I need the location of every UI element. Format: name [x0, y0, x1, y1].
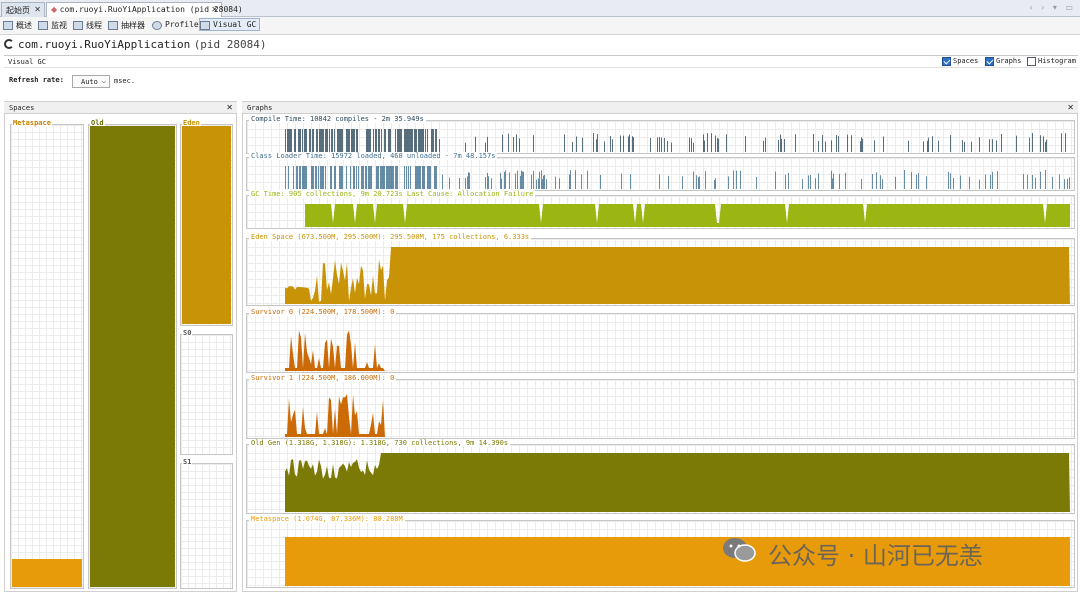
space-metaspace: Metaspace — [10, 119, 84, 589]
spaces-panel-header: Spaces ✕ — [4, 101, 237, 114]
graph-label: GC Time: 905 collections, 9m 20.723s Las… — [249, 190, 536, 198]
graph-plot — [285, 394, 385, 437]
graph-label: Old Gen (1.318G, 1.318G): 1.318G, 730 co… — [249, 439, 511, 447]
tab-start-page[interactable]: 起始页 ✕ — [1, 2, 45, 17]
graph-gc: GC Time: 905 collections, 9m 20.723s Las… — [246, 190, 1075, 229]
overview-icon — [3, 21, 13, 30]
graph-area-spikes — [285, 166, 1070, 189]
tab-ruoyi-application[interactable]: ◆ com.ruoyi.RuoYiApplication (pid 28084)… — [46, 2, 243, 17]
close-icon[interactable]: ✕ — [211, 5, 218, 14]
graph-area-meta — [285, 537, 1070, 586]
tab-navigation[interactable]: ‹ › ▾ ▭ — [1029, 3, 1076, 12]
visual-gc-label: Visual GC — [8, 58, 46, 66]
graph-plot — [285, 453, 1070, 512]
graphs-checkbox[interactable]: Graphs — [985, 57, 1021, 66]
spaces-panel: Metaspace Old Eden S0 S1 — [4, 114, 237, 592]
graph-plot — [285, 166, 1070, 189]
graph-label: Metaspace (1.074G, 87.336M): 80.288M — [249, 515, 405, 523]
spaces-checkbox[interactable]: Spaces — [942, 57, 978, 66]
graph-plot — [285, 537, 1070, 586]
monitor-button[interactable]: 监视 — [38, 20, 67, 33]
graph-area-eden — [285, 247, 1070, 304]
graph-surv: Survivor 1 (224.500M, 186.000M): 0 — [246, 374, 1075, 439]
checkbox-unchecked-icon — [1027, 57, 1036, 66]
graph-area-surv — [285, 330, 385, 371]
java-app-icon: ◆ — [51, 5, 58, 14]
checkbox-checked-icon — [985, 57, 994, 66]
visual-gc-button[interactable]: Visual GC — [199, 18, 261, 31]
eden-usage-bar — [182, 126, 231, 324]
graph-plot — [305, 204, 1070, 227]
chevron-down-icon: ⌵ — [101, 77, 106, 85]
graphs-panel-header: Graphs ✕ — [242, 101, 1078, 114]
graph-plot — [285, 330, 385, 371]
space-s1: S1 — [180, 458, 233, 589]
graph-label: Survivor 0 (224.500M, 178.500M): 0 — [249, 308, 397, 316]
close-icon[interactable]: ✕ — [1067, 103, 1074, 112]
space-old: Old — [88, 119, 177, 589]
histogram-checkbox[interactable]: Histogram — [1027, 57, 1076, 66]
close-icon[interactable]: ✕ — [34, 5, 41, 14]
graph-area-surv — [285, 394, 385, 437]
graph-plot — [285, 247, 1070, 304]
space-eden: Eden — [180, 119, 233, 326]
graph-eden: Eden Space (673.500M, 295.500M): 295.500… — [246, 233, 1075, 306]
page-title: com.ruoyi.RuoYiApplication (pid 28084) — [4, 38, 267, 54]
overview-button[interactable]: 概述 — [3, 20, 32, 33]
sampler-icon — [108, 21, 118, 30]
refresh-rate-select[interactable]: Auto ⌵ — [72, 75, 110, 88]
wechat-logo-icon — [723, 538, 756, 562]
graph-spikes: Compile Time: 10842 compiles - 2m 35.949… — [246, 115, 1075, 154]
graph-area-spikes — [285, 129, 1066, 152]
graph-label: Survivor 1 (224.500M, 186.000M): 0 — [249, 374, 397, 382]
visual-gc-header: Visual GC Spaces Graphs Histogram — [4, 55, 1078, 68]
tab-label: 起始页 — [6, 6, 30, 15]
graph-old: Old Gen (1.318G, 1.318G): 1.318G, 730 co… — [246, 439, 1075, 514]
threads-icon — [73, 21, 83, 30]
graph-label: Compile Time: 10842 compiles - 2m 35.949… — [249, 115, 426, 123]
refresh-rate-label: Refresh rate: — [9, 76, 64, 84]
space-s0: S0 — [180, 329, 233, 455]
graph-surv: Survivor 0 (224.500M, 178.500M): 0 — [246, 308, 1075, 373]
graph-label: Eden Space (673.500M, 295.500M): 295.500… — [249, 233, 532, 241]
refresh-unit: msec. — [114, 77, 136, 85]
graph-area-gc — [305, 204, 1070, 227]
checkbox-checked-icon — [942, 57, 951, 66]
monitor-icon — [38, 21, 48, 30]
graph-plot — [285, 129, 1066, 152]
old-usage-bar — [90, 126, 175, 587]
close-icon[interactable]: ✕ — [226, 103, 233, 112]
graph-area-old — [285, 453, 1070, 512]
threads-button[interactable]: 线程 — [73, 20, 102, 33]
sampler-button[interactable]: 抽样器 — [108, 20, 145, 33]
tab-label: com.ruoyi.RuoYiApplication (pid 28084) — [59, 5, 243, 14]
view-toolbar: 概述 监视 线程 抽样器 Profiler Visual GC — [0, 17, 1080, 35]
graph-meta: Metaspace (1.074G, 87.336M): 80.288M — [246, 515, 1075, 588]
metaspace-usage-bar — [12, 559, 82, 587]
visual-gc-icon — [200, 21, 210, 30]
graph-spikes: Class Loader Time: 15972 loaded, 468 unl… — [246, 152, 1075, 191]
editor-tab-bar: 起始页 ✕ ◆ com.ruoyi.RuoYiApplication (pid … — [0, 0, 1080, 17]
loading-spinner-icon — [4, 39, 14, 49]
profiler-icon — [152, 21, 162, 30]
graph-label: Class Loader Time: 15972 loaded, 468 unl… — [249, 152, 498, 160]
profiler-button[interactable]: Profiler — [152, 20, 204, 33]
